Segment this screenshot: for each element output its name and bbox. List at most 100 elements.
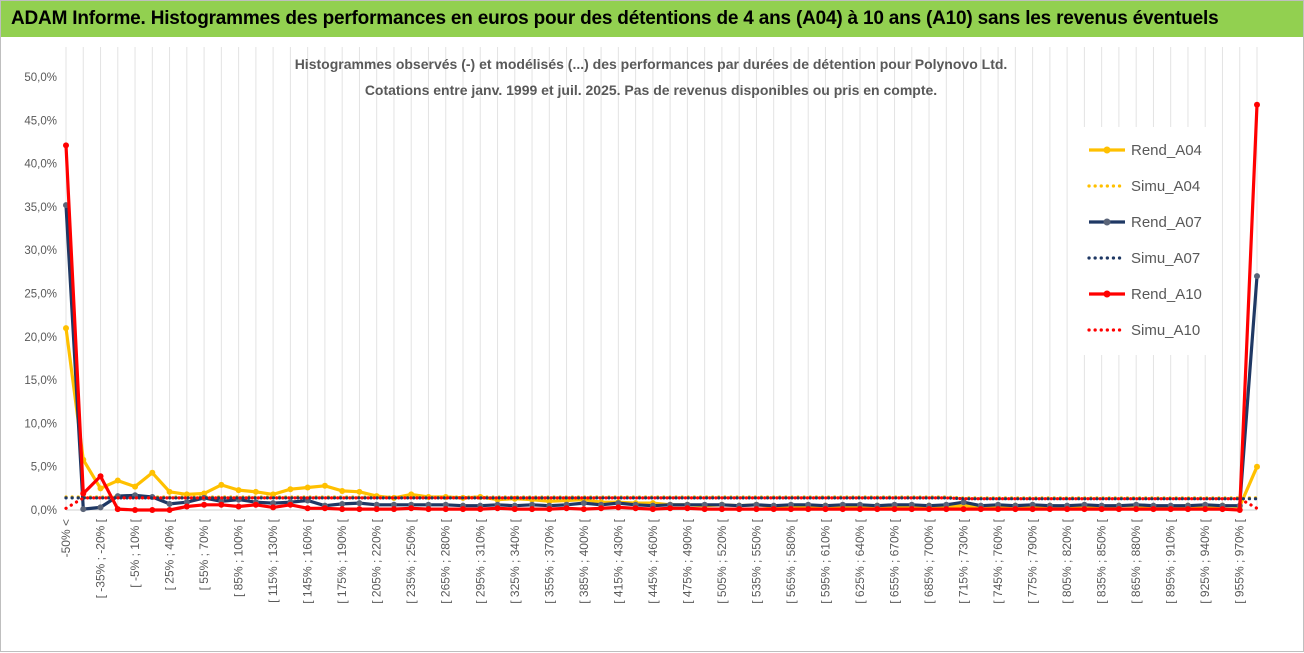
- data-point-rend-a10: [1046, 506, 1053, 513]
- gridlines: [65, 47, 1258, 510]
- x-tick-label: [ 325% ; 340% [: [508, 518, 522, 603]
- x-tick-label: [ 85% ; 100% [: [232, 518, 246, 597]
- data-point-rend-a10: [546, 506, 553, 513]
- x-tick-label: -50% <: [59, 519, 73, 557]
- chart-subtitle-line: Cotations entre janv. 1999 et juil. 2025…: [365, 82, 937, 98]
- data-point-rend-a07: [995, 501, 1002, 508]
- data-point-rend-a10: [425, 506, 432, 513]
- y-tick-label: 30,0%: [24, 245, 57, 257]
- data-point-rend-a10: [356, 506, 363, 513]
- data-point-rend-a04: [235, 487, 242, 494]
- chart-subtitle-line: Histogrammes observés (-) et modélisés (…: [295, 56, 1008, 72]
- data-point-rend-a07: [425, 501, 432, 508]
- banner-title: ADAM Informe. Histogrammes des performan…: [11, 8, 1219, 29]
- data-point-rend-a07: [960, 499, 967, 506]
- x-tick-label: [ 595% ; 610% [: [818, 518, 832, 603]
- data-point-rend-a10: [1184, 506, 1191, 513]
- data-point-rend-a07: [373, 501, 380, 508]
- legend-marker-rend-a10: [1103, 290, 1111, 298]
- data-point-rend-a07: [908, 501, 915, 508]
- data-point-rend-a04: [166, 488, 173, 495]
- data-point-rend-a10: [1133, 506, 1140, 513]
- data-point-rend-a04: [218, 481, 225, 488]
- data-point-rend-a07: [805, 501, 812, 508]
- data-point-rend-a07: [580, 500, 587, 507]
- data-point-rend-a07: [701, 501, 708, 508]
- header-banner: ADAM Informe. Histogrammes des performan…: [1, 1, 1303, 37]
- x-tick-label: [ 925% ; 940% [: [1198, 518, 1212, 603]
- data-point-rend-a07: [442, 501, 449, 508]
- data-point-rend-a10: [1098, 506, 1105, 513]
- data-point-rend-a10: [339, 506, 346, 513]
- data-point-rend-a07: [1133, 501, 1140, 508]
- x-tick-label: [ 745% ; 760% [: [991, 518, 1005, 603]
- data-point-rend-a10: [1236, 507, 1243, 513]
- data-point-rend-a10: [166, 507, 173, 513]
- data-point-rend-a04: [546, 498, 553, 505]
- data-point-rend-a10: [667, 505, 674, 512]
- x-tick-label: [ 775% ; 790% [: [1026, 518, 1040, 603]
- data-point-rend-a10: [857, 506, 863, 513]
- data-point-rend-a10: [995, 506, 1002, 513]
- data-point-rend-a10: [97, 473, 104, 480]
- data-point-rend-a10: [891, 506, 898, 513]
- data-point-rend-a07: [1254, 273, 1260, 280]
- data-point-rend-a10: [494, 505, 501, 512]
- y-tick-label: 40,0%: [24, 159, 57, 171]
- data-point-rend-a10: [1219, 506, 1226, 513]
- data-point-rend-a10: [926, 506, 933, 513]
- legend-label-rend-a04: Rend_A04: [1131, 142, 1202, 159]
- axes: 0,0% 5,0% 10,0% 15,0% 20,0% 25,0% 30,0% 35,0% 40…: [24, 72, 1257, 604]
- data-point-rend-a07: [390, 501, 397, 508]
- data-point-rend-a10: [1081, 506, 1088, 513]
- x-tick-label: [ 295% ; 310% [: [473, 518, 487, 603]
- x-tick-label: [ 655% ; 670% [: [888, 518, 902, 603]
- data-point-rend-a04: [321, 482, 328, 489]
- legend-label-simu-a07: Simu_A07: [1131, 250, 1200, 267]
- y-tick-label: 10,0%: [24, 418, 57, 430]
- x-tick-label: [ -5% ; 10% [: [128, 518, 142, 587]
- y-tick-label: 0,0%: [31, 505, 57, 517]
- data-point-rend-a10: [1064, 506, 1071, 513]
- data-point-rend-a10: [822, 506, 829, 513]
- data-point-rend-a10: [477, 506, 484, 513]
- data-point-rend-a10: [943, 506, 950, 513]
- data-point-rend-a10: [805, 506, 812, 513]
- data-point-rend-a10: [390, 506, 397, 513]
- data-point-rend-a10: [684, 505, 691, 512]
- data-point-rend-a04: [339, 487, 346, 494]
- data-point-rend-a04: [1254, 463, 1260, 470]
- data-point-rend-a10: [218, 501, 225, 508]
- data-point-rend-a07: [857, 501, 863, 508]
- data-point-rend-a10: [460, 506, 466, 513]
- y-tick-label: 35,0%: [24, 202, 57, 214]
- data-point-rend-a10: [511, 506, 518, 513]
- data-point-rend-a10: [252, 501, 259, 508]
- x-tick-label: [ 415% ; 430% [: [611, 518, 625, 603]
- data-point-rend-a04: [201, 490, 208, 497]
- series-line-simu-a10: [64, 496, 1259, 510]
- y-tick-label: 5,0%: [31, 462, 57, 474]
- data-point-rend-a10: [304, 505, 311, 512]
- x-tick-label: [ 205% ; 220% [: [370, 518, 384, 603]
- data-point-rend-a10: [1029, 506, 1036, 513]
- data-point-rend-a10: [839, 506, 846, 513]
- data-point-rend-a04: [132, 483, 139, 490]
- data-point-rend-a07: [615, 500, 622, 507]
- data-point-rend-a07: [943, 501, 950, 508]
- x-tick-label: [ 355% ; 370% [: [542, 518, 556, 603]
- data-point-rend-a10: [908, 506, 915, 513]
- data-point-rend-a07: [753, 501, 760, 508]
- x-tick-label: [ 145% ; 160% [: [301, 518, 315, 603]
- x-tick-label: [ 625% ; 640% [: [853, 518, 867, 603]
- data-point-rend-a07: [183, 499, 190, 506]
- legend: Rend_A04 Simu_A04 Rend_A07 Simu_A07 Rend_A10…: [1079, 127, 1217, 355]
- series-line-rend-a10: [64, 104, 1259, 512]
- x-tick-label: [ 865% ; 880% [: [1129, 518, 1143, 603]
- data-point-rend-a10: [63, 142, 69, 149]
- series-lines: [63, 101, 1260, 513]
- data-point-rend-a10: [373, 506, 380, 513]
- data-point-rend-a10: [787, 506, 794, 513]
- data-point-rend-a10: [149, 507, 156, 513]
